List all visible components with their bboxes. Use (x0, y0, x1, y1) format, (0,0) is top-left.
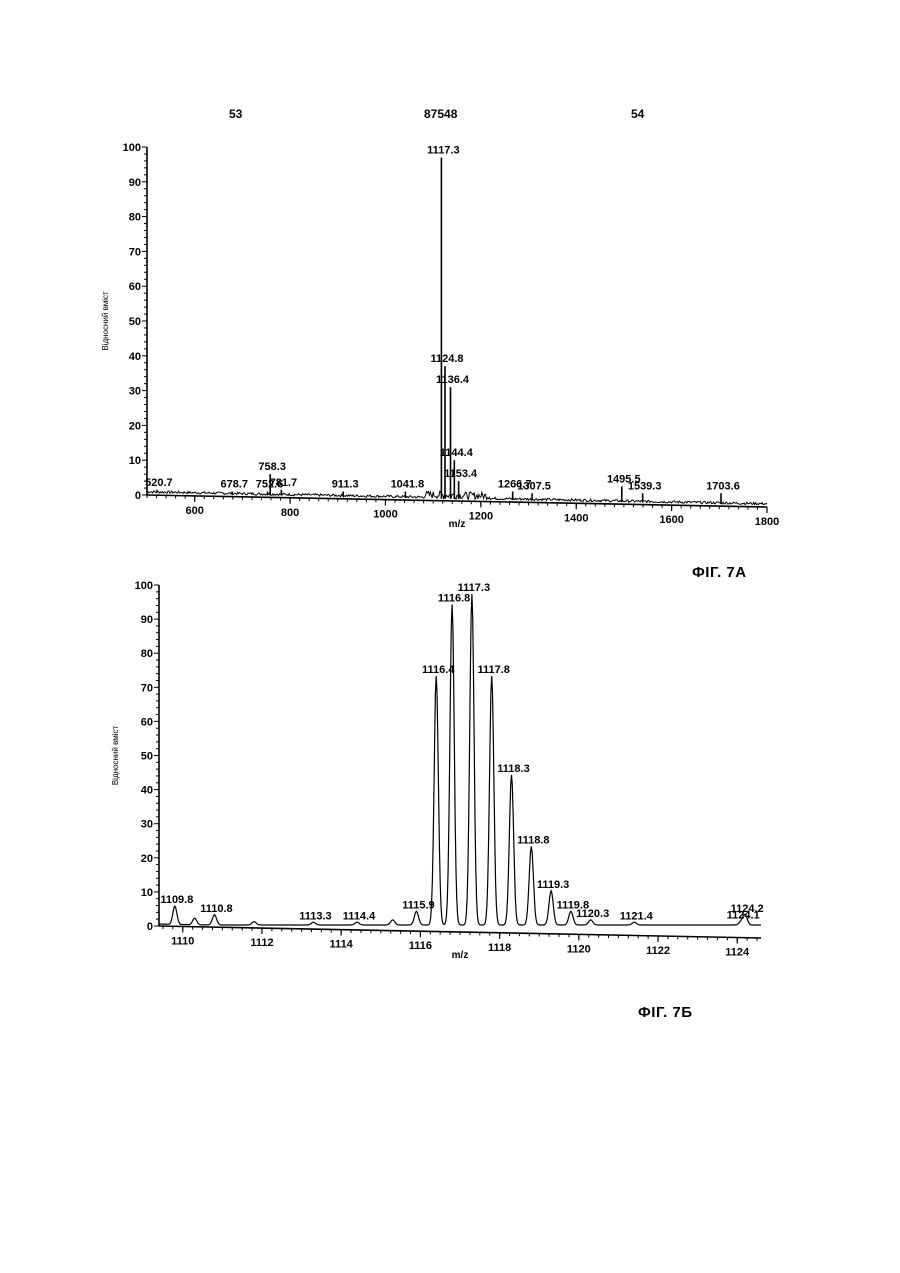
peak-label: 1117.8 (477, 664, 509, 676)
x-tick-label: 1110 (171, 935, 194, 947)
y-tick-label: 20 (141, 853, 153, 865)
peak-label: 1113.3 (299, 910, 331, 922)
x-tick-label: 1116 (409, 940, 432, 952)
y-tick-label: 80 (141, 648, 153, 660)
y-tick-label: 60 (141, 716, 153, 728)
y-tick-label: 100 (135, 580, 153, 592)
y-tick-label: 30 (141, 819, 153, 831)
y-tick-label: 10 (141, 887, 153, 899)
y-tick-label: 90 (141, 614, 153, 626)
peak-label: 1114.4 (343, 910, 376, 922)
x-axis-label: m/z (452, 950, 469, 961)
peak-label: 1116.4 (422, 664, 455, 676)
figure-label-7a: ФІГ. 7А (692, 564, 747, 581)
y-tick-label: 40 (141, 785, 153, 797)
y-tick-label: 50 (141, 751, 153, 763)
x-tick-label: 1122 (646, 945, 670, 957)
peak-label: 1120.3 (576, 908, 609, 920)
y-tick-label: 0 (147, 921, 153, 933)
peak-label: 1116.8 (438, 592, 470, 604)
chart-7b: 0 10 20 30 40 50 60 70 80 90 100 1110 1112 1114 1116 11… (0, 0, 900, 1000)
peak-label: 1121.4 (620, 910, 654, 922)
y-tick-label: 70 (141, 682, 153, 694)
peak-label: 1118.3 (497, 763, 529, 775)
peak-label: 1118.8 (517, 835, 549, 847)
peak-label: 1119.3 (537, 879, 569, 891)
x-tick-label: 1114 (330, 939, 354, 951)
peak-label: 1115.9 (402, 899, 434, 911)
y-axis-label: Відносний вміст (111, 726, 120, 786)
x-tick-label: 1118 (488, 942, 511, 954)
peak-label: 1124.2 (731, 903, 764, 915)
peak-label: 1110.8 (200, 903, 232, 915)
peak-label: 1117.3 (458, 582, 490, 594)
x-tick-label: 1112 (250, 937, 273, 949)
x-tick-label: 1120 (567, 943, 591, 955)
peak-label: 1109.8 (160, 894, 193, 906)
spectrum-profile (159, 594, 761, 925)
figure-label-7b: ФІГ. 7Б (638, 1004, 693, 1021)
x-tick-label: 1124 (725, 947, 750, 959)
